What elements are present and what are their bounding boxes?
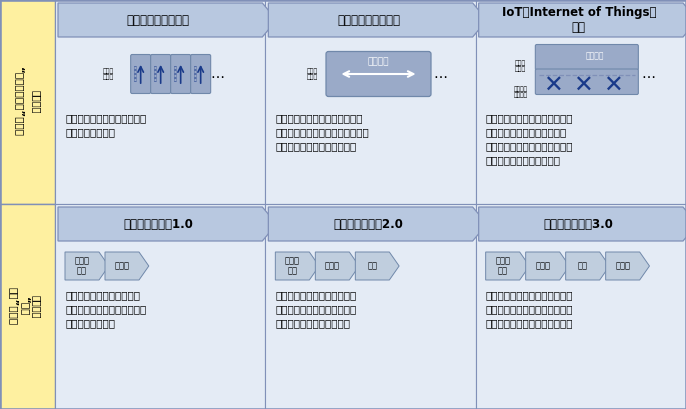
Bar [265, 204, 475, 409]
Text: …: … [210, 67, 224, 81]
Polygon shape [479, 3, 686, 37]
Text: 情さデ新
がれた化: 情さデ新 がれた化 [514, 86, 528, 98]
Polygon shape [58, 207, 276, 241]
FancyBboxPatch shape [191, 54, 211, 94]
Polygon shape [58, 3, 276, 37]
Polygon shape [355, 252, 399, 280]
Bar [475, 204, 686, 409]
Text: 情報を横に束ねる役割（プラッ
トフォーム）が登場し、領域をま
たいだ情報の流れが生まれる: 情報を横に束ねる役割（プラッ トフォーム）が登場し、領域をま たいだ情報の流れが… [275, 113, 369, 151]
Text: 情
報
流
通: 情 報 流 通 [194, 66, 197, 82]
Bar [0, 204, 55, 409]
Bar [55, 204, 265, 409]
Text: 企業や領域内に閉じた情報の
収集・蓄積・活用: 企業や領域内に閉じた情報の 収集・蓄積・活用 [65, 113, 146, 137]
Text: “情報
分析”の進化: “情報 分析”の進化 [8, 288, 29, 326]
Text: 情報流通: 情報流通 [368, 58, 389, 67]
Text: 予測に基づいて、何をすべきか
を判断したり、あるべき姿に向
けた具体的なアクションを行う: 予測に基づいて、何をすべきか を判断したり、あるべき姿に向 けた具体的なアクショ… [486, 290, 573, 328]
Text: アナリティクス2.0: アナリティクス2.0 [333, 218, 403, 231]
Polygon shape [525, 252, 569, 280]
Polygon shape [105, 252, 149, 280]
FancyBboxPatch shape [151, 54, 171, 94]
Text: 「出力」: 「出力」 [31, 295, 41, 318]
Text: アナリティクス1.0: アナリティクス1.0 [123, 218, 193, 231]
Polygon shape [316, 252, 359, 280]
Text: 情
報
流
通: 情 報 流 通 [174, 66, 177, 82]
Text: 情在既
報るに: 情在既 報るに [307, 68, 318, 80]
Text: 情在既
報るに: 情在既 報るに [102, 68, 114, 80]
Text: IoT（Internet of Things）
時代: IoT（Internet of Things） 時代 [501, 6, 656, 34]
Text: ✕: ✕ [543, 74, 563, 98]
Polygon shape [268, 3, 487, 37]
Text: 可視化: 可視化 [115, 261, 130, 270]
Text: アナリティクス3.0: アナリティクス3.0 [544, 218, 614, 231]
FancyBboxPatch shape [130, 54, 151, 94]
FancyBboxPatch shape [535, 69, 639, 94]
Text: 情在既
報るに: 情在既 報るに [515, 60, 526, 72]
Text: 「ヨコ」の情報流通: 「ヨコ」の情報流通 [337, 13, 400, 27]
Text: データ
収集: データ 収集 [75, 257, 89, 275]
Text: 過去のデータの関係性から、
パターンを割り出し、将来の
現象や行動などを予測する: 過去のデータの関係性から、 パターンを割り出し、将来の 現象や行動などを予測する [275, 290, 357, 328]
FancyBboxPatch shape [171, 54, 191, 94]
Text: データ
収集: データ 収集 [495, 257, 510, 275]
Text: …: … [434, 67, 447, 81]
Polygon shape [268, 207, 487, 241]
FancyBboxPatch shape [326, 52, 431, 97]
FancyBboxPatch shape [535, 45, 639, 70]
Text: ネット家電やウェアラブル端末
などの普及であらゆるモノが
データ化され、そのデータがイ
ンターネット上に流通する: ネット家電やウェアラブル端末 などの普及であらゆるモノが データ化され、そのデー… [486, 113, 573, 165]
Polygon shape [65, 252, 109, 280]
Text: 情
報
流
通: 情 報 流 通 [154, 66, 157, 82]
Text: ✕: ✕ [573, 74, 593, 98]
Bar [0, 0, 55, 204]
Text: 情報流通: 情報流通 [586, 52, 604, 61]
Text: 可視化: 可視化 [535, 261, 550, 270]
Text: 予測: 予測 [367, 261, 377, 270]
Text: “情報の質・量”の進化: “情報の質・量”の進化 [14, 67, 24, 137]
Text: 最適化: 最適化 [615, 261, 630, 270]
Bar [475, 0, 686, 204]
Text: 情
報
流
通: 情 報 流 通 [134, 66, 137, 82]
Text: …: … [642, 67, 656, 81]
Text: 可視化: 可視化 [325, 261, 340, 270]
Polygon shape [275, 252, 319, 280]
Text: データ
収集: データ 収集 [285, 257, 300, 275]
Text: 「タテ」の情報流通: 「タテ」の情報流通 [127, 13, 189, 27]
Polygon shape [606, 252, 650, 280]
Text: ✕: ✕ [603, 74, 623, 98]
Polygon shape [479, 207, 686, 241]
Bar [55, 0, 265, 204]
Polygon shape [486, 252, 530, 280]
Text: 集めた情報の関係性を整理
して、その傾向や分布などを
「見える化」する: 集めた情報の関係性を整理 して、その傾向や分布などを 「見える化」する [65, 290, 146, 328]
Bar [265, 0, 475, 204]
Polygon shape [566, 252, 609, 280]
Text: 「入力」: 「入力」 [31, 90, 41, 114]
Text: 予測: 予測 [578, 261, 588, 270]
